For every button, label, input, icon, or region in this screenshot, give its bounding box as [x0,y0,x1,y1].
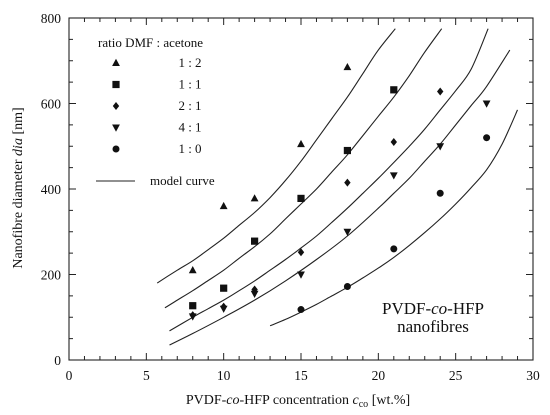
annotation-line-2: nanofibres [397,317,469,336]
data-point [343,146,351,155]
data-point [189,302,197,310]
data-point [390,137,397,146]
legend-marker [112,58,120,66]
data-point [297,248,305,257]
legend-model-label: model curve [150,173,215,188]
data-point [390,86,398,94]
data-point [483,134,491,142]
data-point [482,100,491,108]
legend-label: 1 : 1 [178,77,201,92]
legend-label: 4 : 1 [178,120,201,135]
data-point [389,172,398,180]
y-axis-label: Nanofibre diameter dia [nm] [11,107,26,268]
data-point [219,305,228,313]
x-tick-label: 0 [66,368,73,383]
legend-marker [112,145,120,153]
x-tick-label: 5 [143,368,150,383]
data-point [250,290,259,298]
data-point [251,237,259,245]
x-tick-label: 15 [294,368,308,383]
data-point [297,271,305,279]
data-point [390,245,398,253]
x-tick-label: 30 [526,368,540,383]
tick-labels: 0 5 10 15 20 25 30 0 200 400 600 800 [41,11,540,383]
y-tick-label: 200 [41,268,62,283]
model-curve-3 [169,28,489,332]
annotation-line-1: PVDF-co-HFP [382,299,484,318]
legend-marker [112,124,120,132]
series-2 [189,86,398,310]
data-point [436,143,445,151]
data-point [188,313,197,321]
legend-label: 1 : 2 [178,55,201,70]
series-5 [297,134,491,314]
data-point [250,194,259,202]
model-curves [156,28,519,346]
data-point [297,306,305,314]
y-tick-label: 0 [54,353,61,368]
data-point [188,266,197,274]
y-tick-label: 800 [41,11,62,26]
series-1 [188,62,352,274]
y-tick-label: 400 [41,182,62,197]
legend-marker [112,80,120,89]
legend-label: 1 : 0 [178,141,201,156]
x-axis-label: PVDF-co-HFP concentration cco [wt.%] [186,393,410,410]
legend-title: ratio DMF : acetone [98,35,203,50]
model-curve-4 [169,49,511,346]
x-tick-label: 20 [372,368,386,383]
data-point [344,178,351,187]
data-points [188,62,491,321]
y-tick-label: 600 [41,97,62,112]
legend-label: 2 : 1 [178,98,201,113]
model-curve-5 [269,109,519,327]
axes [68,17,534,361]
legend-marker [112,102,120,110]
legend: ratio DMF : acetone 1 : 2 1 : 1 2 : 1 4 : 1… [96,35,215,188]
series-3 [189,87,444,320]
x-tick-label: 10 [217,368,231,383]
data-point [343,228,352,236]
data-point [343,282,351,290]
data-point [343,62,352,71]
model-curve-1 [156,28,396,284]
model-curve-2 [164,28,443,309]
data-point [220,284,228,292]
data-point [436,189,444,197]
data-point [297,139,305,148]
data-point [219,201,228,210]
series-4 [188,100,491,321]
data-point [297,194,305,203]
data-point [437,87,444,96]
x-tick-label: 25 [449,368,463,383]
